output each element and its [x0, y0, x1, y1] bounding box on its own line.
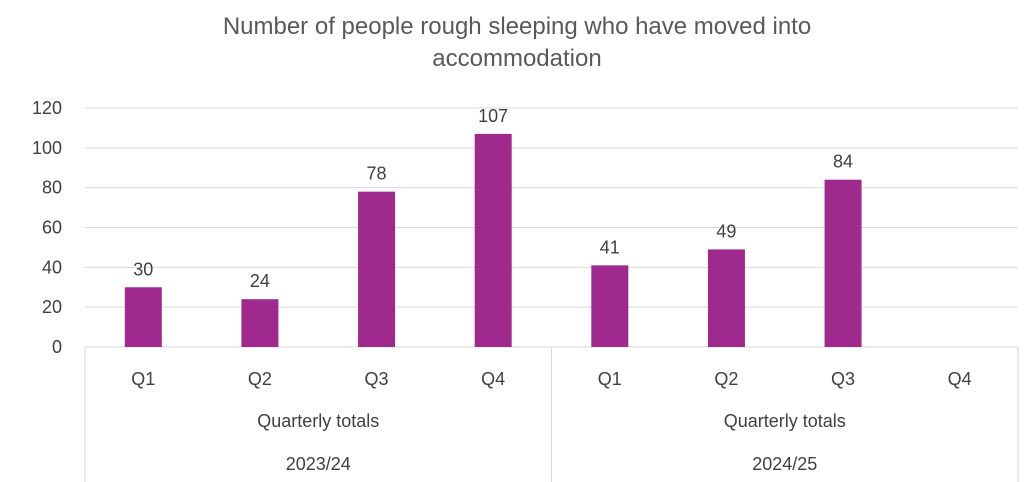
y-tick-label: 120: [32, 98, 62, 118]
group-label: Quarterly totals: [724, 411, 846, 431]
data-label: 78: [367, 164, 387, 184]
bar: [474, 133, 512, 347]
x-tick-label: Q3: [831, 369, 855, 389]
y-tick-label: 60: [42, 218, 62, 238]
data-label: 24: [250, 271, 270, 291]
year-label: 2024/25: [752, 454, 817, 474]
bar: [707, 249, 745, 347]
bars: [124, 133, 862, 347]
y-axis: 0 20 40 60 80 100 120: [32, 98, 62, 357]
gridlines: [85, 107, 1018, 348]
x-tick-label: Q4: [948, 369, 972, 389]
data-label: 49: [716, 221, 736, 241]
data-labels: 30 24 78 107 41 49 84: [133, 106, 853, 291]
y-tick-label: 40: [42, 257, 62, 277]
data-label: 107: [478, 106, 508, 126]
x-tick-label: Q1: [131, 369, 155, 389]
y-tick-label: 20: [42, 297, 62, 317]
bar: [591, 265, 629, 347]
y-tick-label: 80: [42, 178, 62, 198]
x-tick-label: Q2: [248, 369, 272, 389]
x-axis: Q1 Q2 Q3 Q4 Q1 Q2 Q3 Q4 Quarterly totals 2023/24 Q…: [84, 347, 1019, 482]
chart-title-line-2: accommodation: [432, 45, 601, 72]
bar: [241, 299, 279, 347]
x-tick-label: Q4: [481, 369, 505, 389]
data-label: 30: [133, 259, 153, 279]
chart-title-line-1: Number of people rough sleeping who have…: [223, 13, 811, 40]
year-label: 2023/24: [286, 454, 351, 474]
y-tick-label: 0: [52, 337, 62, 357]
x-tick-label: Q3: [365, 369, 389, 389]
x-tick-label: Q1: [598, 369, 622, 389]
bar: [358, 191, 396, 347]
data-label: 84: [833, 152, 853, 172]
data-label: 41: [600, 237, 620, 257]
bar: [124, 287, 162, 347]
y-tick-label: 100: [32, 138, 62, 158]
group-label: Quarterly totals: [257, 411, 379, 431]
bar: [824, 179, 862, 347]
x-tick-label: Q2: [714, 369, 738, 389]
